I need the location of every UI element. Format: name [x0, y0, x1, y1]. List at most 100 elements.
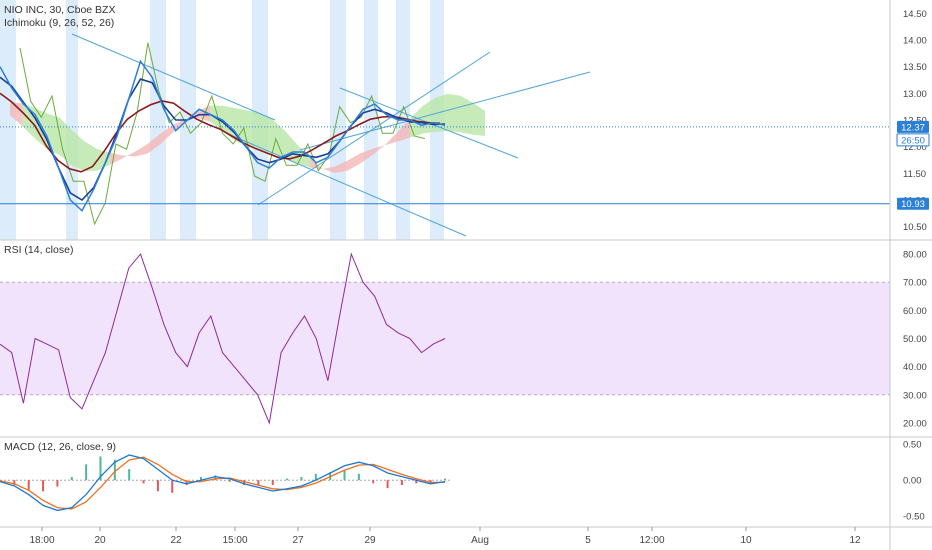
macd-histogram-bar — [372, 480, 375, 484]
price-tick-label: 10.50 — [903, 222, 927, 233]
macd-histogram-bar — [286, 478, 289, 481]
cloud-segment — [272, 119, 285, 159]
hline-value: 10.93 — [901, 199, 925, 210]
macd-histogram-bar — [128, 469, 131, 481]
time-tick-label: 5 — [585, 535, 591, 546]
macd-histogram-bar — [85, 464, 88, 481]
cloud-segment — [385, 132, 398, 146]
macd-histogram-bar — [271, 480, 274, 485]
rsi-tick-label: 30.00 — [903, 390, 927, 401]
signal-line — [0, 456, 445, 510]
cloud-segment — [472, 102, 485, 136]
last-price-value: 12.37 — [901, 122, 925, 133]
rsi-label[interactable]: RSI (14, close) — [4, 244, 74, 256]
cloud-segment — [247, 110, 260, 150]
cloud-segment — [435, 93, 448, 132]
rsi-tick-label: 20.00 — [903, 418, 927, 429]
time-tick-label: 29 — [364, 535, 376, 546]
price-tick-label: 14.50 — [903, 9, 927, 20]
price-pane: 10.5011.0011.5012.0012.5013.0013.5014.00… — [0, 0, 927, 240]
trend-line[interactable] — [225, 132, 467, 237]
cloud-segment — [60, 117, 73, 166]
macd-tick-label: -0.50 — [903, 512, 925, 523]
rsi-tick-label: 70.00 — [903, 278, 927, 289]
macd-histogram — [0, 456, 446, 493]
cloud-segment — [10, 101, 23, 127]
macd-histogram-bar — [171, 480, 174, 493]
cloud-segment — [360, 148, 373, 164]
macd-histogram-bar — [343, 470, 346, 481]
time-tick-label: 12:00 — [639, 535, 664, 546]
session-band — [330, 0, 346, 240]
rsi-tick-label: 40.00 — [903, 362, 927, 373]
macd-pane: -0.50 0.00 0.50 — [0, 440, 925, 523]
macd-line — [0, 454, 446, 512]
cloud-segment — [460, 95, 473, 135]
cloud-segment — [310, 158, 323, 169]
price-tick-label: 11.50 — [903, 169, 926, 180]
macd-histogram-bar — [444, 478, 446, 481]
macd-tick-label: 0.00 — [903, 476, 922, 487]
cloud-segment — [372, 144, 385, 156]
macd-histogram-bar — [156, 480, 159, 492]
macd-histogram-bar — [357, 473, 360, 481]
cloud-segment — [397, 118, 410, 142]
macd-histogram-bar — [42, 480, 45, 492]
rsi-line — [0, 252, 446, 425]
cloud-segment — [147, 133, 160, 154]
rsi-tick-label: 50.00 — [903, 334, 927, 345]
cloud-segment — [160, 125, 173, 145]
macd-axis: -0.50 0.00 0.50 — [903, 440, 925, 523]
session-band — [0, 0, 16, 240]
time-tick-label: 15:00 — [222, 535, 247, 546]
rsi-tick-label: 60.00 — [903, 306, 927, 317]
ichimoku-label[interactable]: Ichimoku (9, 26, 52, 26) — [4, 17, 115, 29]
price-tick-label: 12.00 — [903, 142, 927, 153]
trend-line[interactable] — [257, 51, 491, 206]
cloud-segment — [322, 166, 335, 174]
cloud-segment — [135, 144, 148, 157]
macd-histogram-bar — [243, 480, 246, 485]
macd-histogram-bar — [386, 480, 389, 489]
time-tick-label: 27 — [292, 535, 304, 546]
bar-countdown-value: 26:50 — [901, 135, 925, 146]
macd-histogram-bar — [13, 480, 16, 485]
macd-histogram-bar — [142, 480, 145, 484]
macd-label[interactable]: MACD (12, 26, close, 9) — [4, 441, 117, 453]
cloud-segment — [347, 153, 360, 171]
macd-histogram-bar — [199, 477, 202, 481]
macd-histogram-bar — [300, 477, 303, 481]
macd-histogram-bar — [27, 480, 30, 490]
cloud-segment — [72, 130, 85, 172]
macd-histogram-bar — [70, 477, 73, 481]
macd-histogram-bar — [228, 480, 231, 482]
rsi-tick-label: 80.00 — [903, 250, 927, 261]
cloud-segment — [260, 112, 273, 154]
rsi-pane: 20.00 30.00 40.00 50.00 60.00 70.00 80.00 — [0, 250, 927, 430]
macd-histogram-bar — [99, 456, 102, 481]
macd-histogram-bar — [214, 475, 217, 481]
time-tick-label: 12 — [849, 535, 861, 546]
trend-line[interactable] — [299, 71, 591, 151]
session-band — [66, 0, 78, 240]
price-tick-label: 13.50 — [903, 62, 927, 73]
macd-histogram-bar — [56, 480, 59, 487]
kijun-sen-line — [0, 92, 441, 173]
cloud-segment — [447, 93, 460, 133]
last-price-badge: 12.37 — [897, 120, 929, 133]
price-tick-label: 13.00 — [903, 89, 927, 100]
time-tick-label: 10 — [740, 535, 752, 546]
cloud-segment — [335, 160, 348, 174]
countdown-badge: 26:50 — [896, 133, 930, 147]
macd-histogram-bar — [400, 480, 403, 485]
session-band — [364, 0, 378, 240]
macd-histogram-bar — [257, 480, 260, 485]
rsi-axis: 20.00 30.00 40.00 50.00 60.00 70.00 80.00 — [903, 250, 927, 430]
time-axis[interactable]: 18:00 20 22 15:00 27 29 Aug 5 12:00 10 12 — [29, 527, 861, 546]
macd-tick-label: 0.50 — [903, 440, 922, 451]
tenkan-sen-line — [0, 76, 446, 202]
trend-line[interactable] — [71, 33, 276, 121]
hline-badge: 10.93 — [897, 197, 929, 210]
session-band — [150, 0, 166, 240]
